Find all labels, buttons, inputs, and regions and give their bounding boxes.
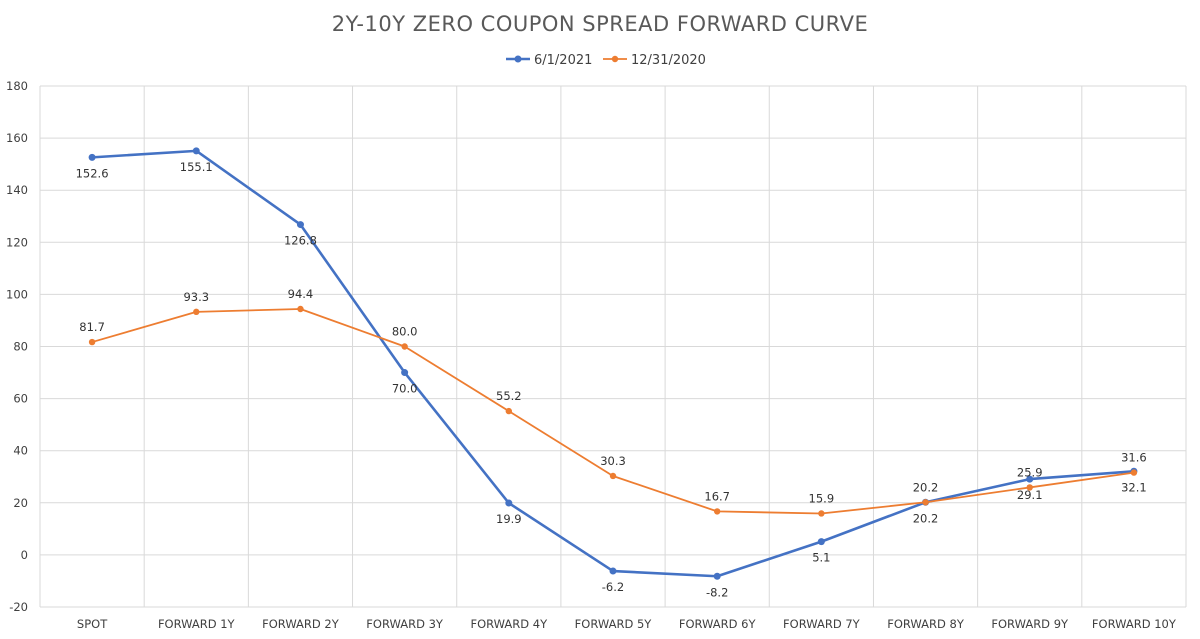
chart-title: 2Y-10Y ZERO COUPON SPREAD FORWARD CURVE xyxy=(332,12,869,36)
series-2-point xyxy=(505,407,513,415)
series-1-data-label: -6.2 xyxy=(602,580,624,594)
series-1-data-label: 20.2 xyxy=(913,511,939,525)
x-tick-label: FORWARD 8Y xyxy=(887,617,965,631)
legend-label-series-1: 6/1/2021 xyxy=(534,53,592,68)
data-labels: 152.6 155.1 126.8 70.0 19.9 -6.2 -8.2 5.1 20.2 29… xyxy=(76,160,1147,599)
legend: 6/1/2021 12/31/2020 xyxy=(506,53,706,68)
x-tick-label: FORWARD 6Y xyxy=(679,617,757,631)
series-2-data-label: 93.3 xyxy=(183,290,209,304)
x-tick-label: FORWARD 7Y xyxy=(783,617,861,631)
y-tick-label: 180 xyxy=(6,79,28,93)
y-tick-label: 160 xyxy=(6,131,28,145)
series-2-data-label: 31.6 xyxy=(1121,451,1147,465)
series-1-point xyxy=(1026,475,1034,483)
series-1-point xyxy=(817,538,825,546)
series-1-data-label: 5.1 xyxy=(812,551,830,565)
y-tick-label: 100 xyxy=(6,287,28,301)
series-1-point xyxy=(713,572,721,580)
series-1-point xyxy=(505,499,513,507)
series-2-data-label: 25.9 xyxy=(1017,465,1043,479)
series-2-data-label: 55.2 xyxy=(496,389,522,403)
x-tick-label: FORWARD 10Y xyxy=(1092,617,1177,631)
legend-label-series-2: 12/31/2020 xyxy=(631,53,706,68)
x-tick-label: FORWARD 1Y xyxy=(158,617,236,631)
x-tick-label: SPOT xyxy=(77,617,108,631)
series-2-data-label: 94.4 xyxy=(288,287,314,301)
series-2-point xyxy=(1130,469,1138,476)
x-tick-label: FORWARD 3Y xyxy=(366,617,444,631)
series-1-data-label: 19.9 xyxy=(496,512,522,526)
series xyxy=(88,147,1138,580)
legend-marker-series-1 xyxy=(514,55,522,63)
axes: -20 0 20 40 60 80 100 120 140 160 180 SPOT FORWARD 1… xyxy=(6,79,1177,631)
series-2-point xyxy=(297,305,304,313)
y-tick-label: 140 xyxy=(6,183,28,197)
series-2-data-label: 30.3 xyxy=(600,454,626,468)
series-2-point xyxy=(1026,484,1033,491)
series-1-data-label: 126.8 xyxy=(284,234,317,248)
legend-marker-series-2 xyxy=(611,55,619,63)
x-tick-label: FORWARD 2Y xyxy=(262,617,340,631)
y-tick-label: 120 xyxy=(6,235,28,249)
series-1-data-label: 155.1 xyxy=(180,160,213,174)
y-tick-label: -20 xyxy=(9,600,28,614)
series-1-point xyxy=(192,147,200,155)
series-1-data-label: 32.1 xyxy=(1121,480,1147,494)
y-tick-label: 80 xyxy=(13,340,28,354)
series-2-data-label: 20.2 xyxy=(913,480,939,494)
x-tick-label: FORWARD 4Y xyxy=(470,617,548,631)
x-tick-label: FORWARD 5Y xyxy=(575,617,653,631)
x-tick-label: FORWARD 9Y xyxy=(991,617,1069,631)
series-2-point xyxy=(401,343,408,350)
series-2-point xyxy=(818,510,825,517)
y-tick-label: 20 xyxy=(13,496,28,510)
series-1-data-label: 152.6 xyxy=(76,166,109,180)
series-1-point xyxy=(296,221,304,229)
gridlines xyxy=(39,85,1187,608)
series-2-data-label: 15.9 xyxy=(809,491,835,505)
series-1-point xyxy=(609,567,617,575)
series-1-data-label: 29.1 xyxy=(1017,488,1043,502)
series-2-point xyxy=(193,308,200,316)
series-1-data-label: -8.2 xyxy=(706,585,728,599)
series-2-data-label: 80.0 xyxy=(392,325,418,339)
series-2-data-label: 81.7 xyxy=(79,320,105,334)
series-2-point xyxy=(609,472,617,480)
y-tick-label: 0 xyxy=(21,548,28,562)
series-1-data-label: 70.0 xyxy=(392,382,418,396)
series-1-point xyxy=(88,153,96,161)
series-1-point xyxy=(401,369,409,377)
series-2-point xyxy=(713,508,721,515)
series-2-data-label: 16.7 xyxy=(704,489,730,503)
y-tick-label: 40 xyxy=(13,444,28,458)
y-tick-label: 60 xyxy=(13,392,28,406)
series-2-point xyxy=(922,499,929,506)
series-2-point xyxy=(88,338,96,346)
